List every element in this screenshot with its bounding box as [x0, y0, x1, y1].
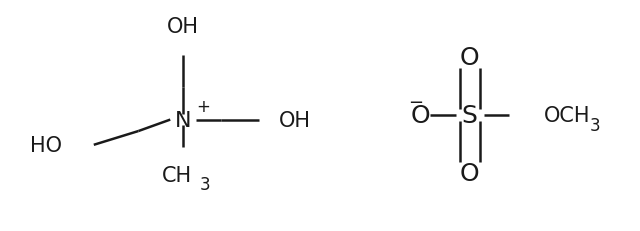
- Text: O: O: [460, 162, 479, 186]
- Text: 3: 3: [590, 117, 600, 135]
- Text: OH: OH: [278, 110, 310, 130]
- Text: OCH: OCH: [544, 106, 591, 125]
- Text: S: S: [462, 103, 477, 128]
- Text: CH: CH: [161, 165, 192, 185]
- Text: 3: 3: [200, 175, 211, 193]
- Text: OH: OH: [167, 17, 199, 36]
- Text: HO: HO: [30, 135, 62, 155]
- Text: −: −: [408, 94, 423, 112]
- Text: +: +: [196, 97, 211, 115]
- Text: O: O: [460, 45, 479, 69]
- Text: O: O: [411, 103, 431, 128]
- Text: N: N: [175, 110, 191, 130]
